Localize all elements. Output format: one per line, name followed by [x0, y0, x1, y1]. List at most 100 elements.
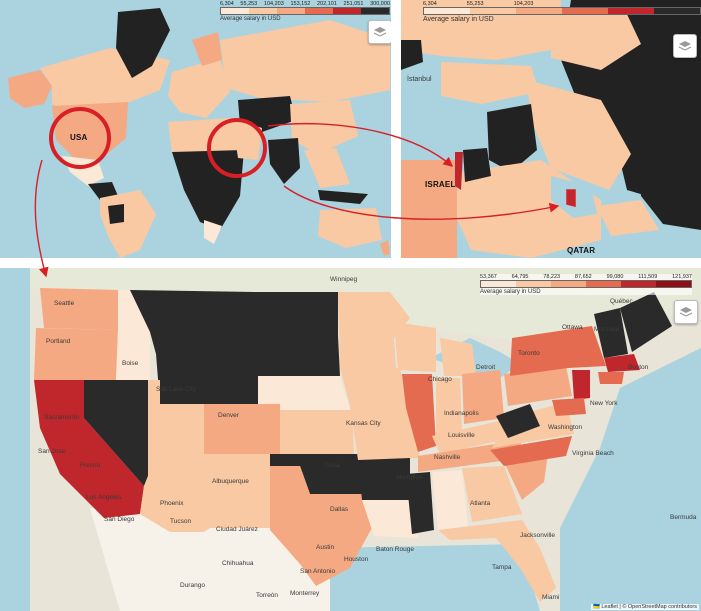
atlantic-ocean [560, 348, 701, 611]
region-pakistan-dark [637, 150, 701, 230]
mideast-legend-caption: Average salary in USD [423, 16, 494, 23]
usa-map-svg [0, 268, 701, 611]
city-label: Dallas [330, 506, 349, 513]
place-istanbul: İstanbul [407, 76, 432, 83]
city-label: Torreón [256, 592, 279, 599]
state-florida [438, 520, 556, 602]
state-georgia [462, 466, 522, 522]
mideast-legend: 6,304 55,253 104,203 Average salary in U… [423, 1, 701, 23]
city-label: Baton Rouge [376, 546, 414, 553]
usa-legend-caption: Average salary in USD [480, 289, 541, 295]
usa-map-panel[interactable]: Seattle Portland Boise Salt Lake City De… [0, 268, 701, 611]
region-uae [597, 200, 659, 236]
usa-legend-ticks: 53,367 64,795 78,223 87,652 99,080 111,5… [480, 274, 692, 280]
usa-legend-tick: 111,509 [638, 274, 658, 280]
region-south-africa [204, 220, 222, 244]
city-label: Phoenix [160, 500, 184, 507]
state-oklahoma [270, 454, 362, 494]
qatar-label: QATAR [567, 246, 596, 255]
usa-legend-tick: 78,223 [543, 274, 561, 280]
city-label: Louisville [448, 432, 475, 439]
world-map-svg [8, 8, 390, 258]
layers-icon[interactable] [368, 20, 391, 44]
city-label: San Jose [38, 448, 66, 455]
world-legend-ticks: 6,304 55,253 104,203 153,152 202,101 251… [220, 1, 390, 7]
state-california [34, 380, 144, 518]
city-label: Monterrey [290, 590, 320, 597]
region-israel [455, 152, 463, 190]
usa-legend-tick: 121,937 [672, 274, 692, 280]
state-colorado [204, 404, 280, 454]
city-label: Tampa [492, 564, 512, 571]
state-mississippi [406, 472, 434, 534]
world-map-panel[interactable]: 6,304 55,253 104,203 153,152 202,101 251… [0, 0, 391, 258]
mideast-legend-colorbar [423, 7, 701, 15]
gulf-of-mexico [330, 544, 540, 611]
state-arizona [140, 464, 204, 532]
region-indonesia [318, 190, 368, 204]
region-africa [172, 150, 244, 230]
state-texas [270, 466, 374, 586]
region-jordan-dark [463, 148, 491, 182]
state-tennessee [418, 440, 524, 472]
state-nevada [84, 380, 148, 486]
usa-legend-tick: 99,080 [606, 274, 624, 280]
region-sa-dark [108, 204, 124, 224]
state-wyoming [156, 354, 258, 404]
region-india [268, 138, 300, 184]
mideast-highlight-circle [207, 118, 267, 178]
city-label: Montreal [594, 326, 620, 333]
state-vermont-nh [594, 308, 628, 358]
city-label: Washington [548, 424, 583, 431]
state-new-york [510, 326, 606, 376]
state-south-dakota [258, 336, 340, 376]
state-massachusetts [604, 354, 640, 372]
region-kazakh [551, 10, 641, 70]
region-iran [527, 80, 631, 190]
state-south-carolina [504, 454, 548, 500]
usa-callout-label: USA [70, 133, 88, 142]
city-label: Virginia Beach [572, 450, 614, 457]
state-kansas [280, 410, 354, 454]
city-label: Memphis [396, 474, 423, 481]
city-label: Miami [542, 594, 560, 601]
region-north-africa [168, 118, 244, 160]
state-pennsylvania [504, 366, 572, 406]
region-scandinavia [192, 32, 222, 66]
city-label: Ciudad Juárez [216, 526, 258, 533]
city-label: San Antonio [300, 568, 336, 575]
state-montana [130, 290, 258, 354]
city-label: Jacksonville [520, 532, 556, 539]
city-label: Ottawa [562, 324, 583, 331]
world-legend-tick: 6,304 [220, 1, 234, 7]
layers-icon[interactable] [674, 300, 698, 324]
city-label: Fresno [80, 462, 101, 469]
mideast-legend-tick: 104,203 [513, 1, 534, 7]
state-iowa [340, 368, 408, 406]
region-turkey [441, 62, 539, 104]
world-legend-tick: 153,152 [290, 1, 311, 7]
pacific-ocean [0, 268, 30, 611]
city-label: Atlanta [470, 500, 491, 507]
city-label: Bermuda [670, 514, 697, 521]
israel-label: ISRAEL [425, 180, 456, 189]
city-label: San Diego [104, 516, 135, 523]
world-legend: 6,304 55,253 104,203 153,152 202,101 251… [220, 1, 390, 22]
state-new-mexico [204, 454, 270, 532]
usa-legend-tick: 53,367 [480, 274, 497, 280]
world-legend-tick: 55,253 [240, 1, 258, 7]
usa-legend-colorbar [480, 280, 692, 288]
state-arkansas [358, 458, 410, 500]
world-legend-tick: 251,051 [343, 1, 364, 7]
map-attribution[interactable]: 🇺🇦 Leaflet | © OpenStreetMap contributor… [590, 604, 699, 610]
usa-legend-tick: 87,652 [574, 274, 592, 280]
city-label: Salt Lake City [156, 386, 197, 393]
mideast-map-panel[interactable]: 6,304 55,253 104,203 Average salary in U… [401, 0, 701, 258]
state-ohio [462, 370, 504, 424]
mideast-legend-tick: 6,304 [423, 1, 437, 7]
layers-icon[interactable] [673, 34, 697, 58]
mideast-legend-tick: 55,253 [466, 1, 484, 7]
city-label: Chihuahua [222, 560, 254, 567]
city-label: Portland [46, 338, 71, 345]
world-legend-tick: 104,203 [263, 1, 284, 7]
